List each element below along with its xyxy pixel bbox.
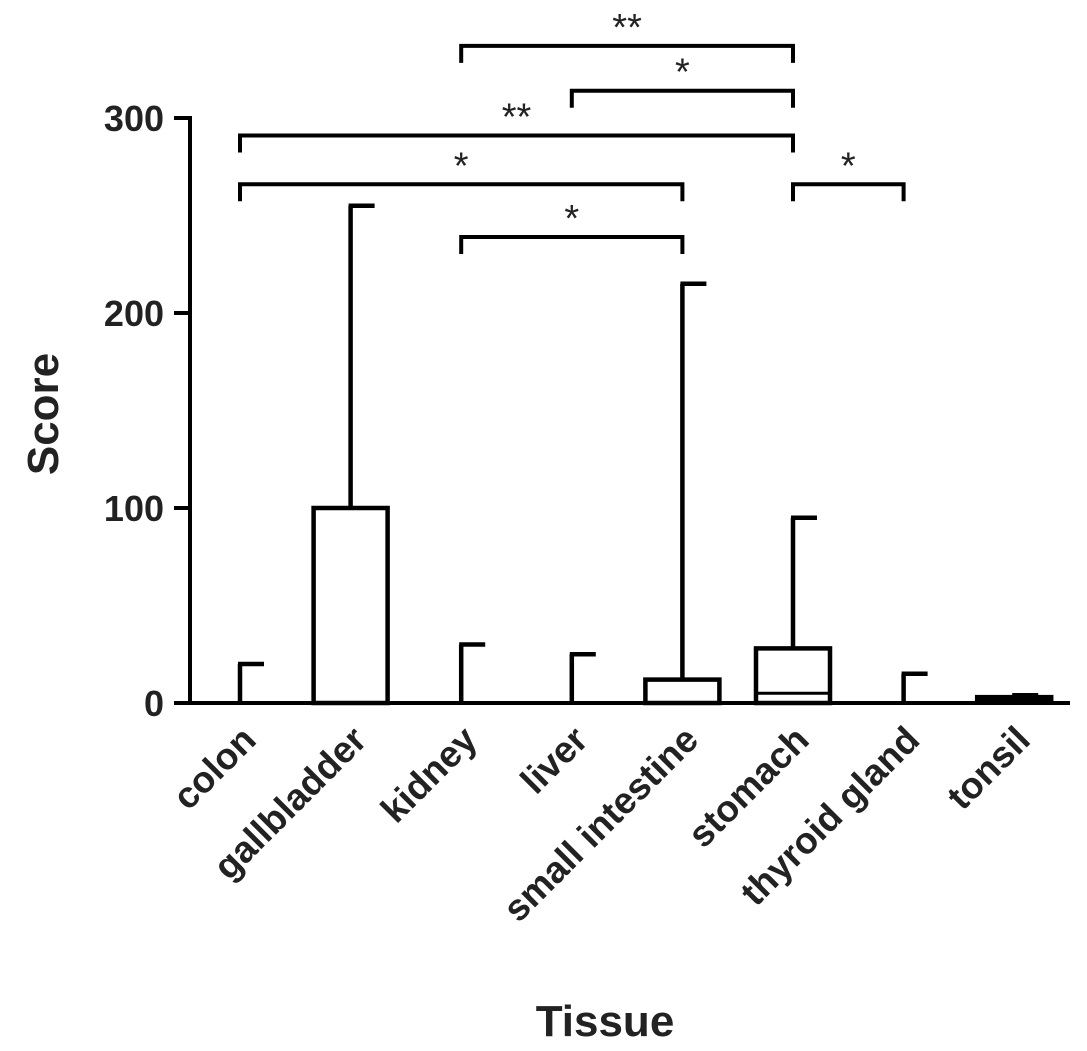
bracket-line — [569, 88, 795, 108]
significance-label: * — [454, 145, 469, 187]
significance-bracket: * — [459, 198, 685, 254]
x-tick-label: liver — [513, 719, 596, 802]
significance-bracket: * — [238, 145, 685, 202]
bracket-line — [459, 234, 685, 254]
box-colon — [203, 661, 277, 705]
box-body — [753, 646, 833, 706]
significance-label: ** — [502, 97, 532, 139]
significance-bracket: ** — [238, 97, 795, 153]
significance-label: * — [564, 198, 579, 240]
significance-bracket: * — [791, 145, 906, 202]
y-tick-label: 200 — [104, 293, 164, 334]
x-axis-title: Tissue — [536, 997, 675, 1046]
box-tonsil — [974, 692, 1054, 704]
box-series — [203, 203, 1054, 706]
y-tick-label: 0 — [144, 683, 164, 724]
significance-label: * — [675, 52, 690, 94]
significance-bracket: ** — [459, 7, 795, 63]
significance-bracket: * — [569, 52, 795, 108]
significance-brackets: ******** — [238, 7, 906, 254]
x-tick-label: small intestine — [495, 719, 706, 930]
box-stomach — [753, 515, 833, 706]
box-gallbladder — [311, 203, 390, 706]
box-thyroid-gland — [866, 671, 941, 705]
bracket-line — [459, 43, 795, 63]
y-axis: 0 100 200 300 — [104, 98, 192, 724]
x-tick-label: colon — [165, 719, 264, 818]
box-body — [311, 505, 390, 706]
box-body — [643, 677, 722, 706]
box-kidney — [424, 642, 499, 705]
y-tick-label: 300 — [104, 98, 164, 139]
bracket-line — [238, 182, 685, 202]
bracket-line — [238, 133, 795, 153]
box-liver — [534, 652, 609, 705]
significance-label: ** — [612, 7, 642, 49]
box-small-intestine — [643, 281, 722, 706]
significance-label: * — [841, 145, 856, 187]
bracket-line — [791, 182, 906, 202]
x-tick-label: tonsil — [939, 719, 1038, 818]
y-axis-title: Score — [19, 353, 68, 475]
x-tick-label: kidney — [373, 718, 485, 830]
y-tick-label: 100 — [104, 488, 164, 529]
